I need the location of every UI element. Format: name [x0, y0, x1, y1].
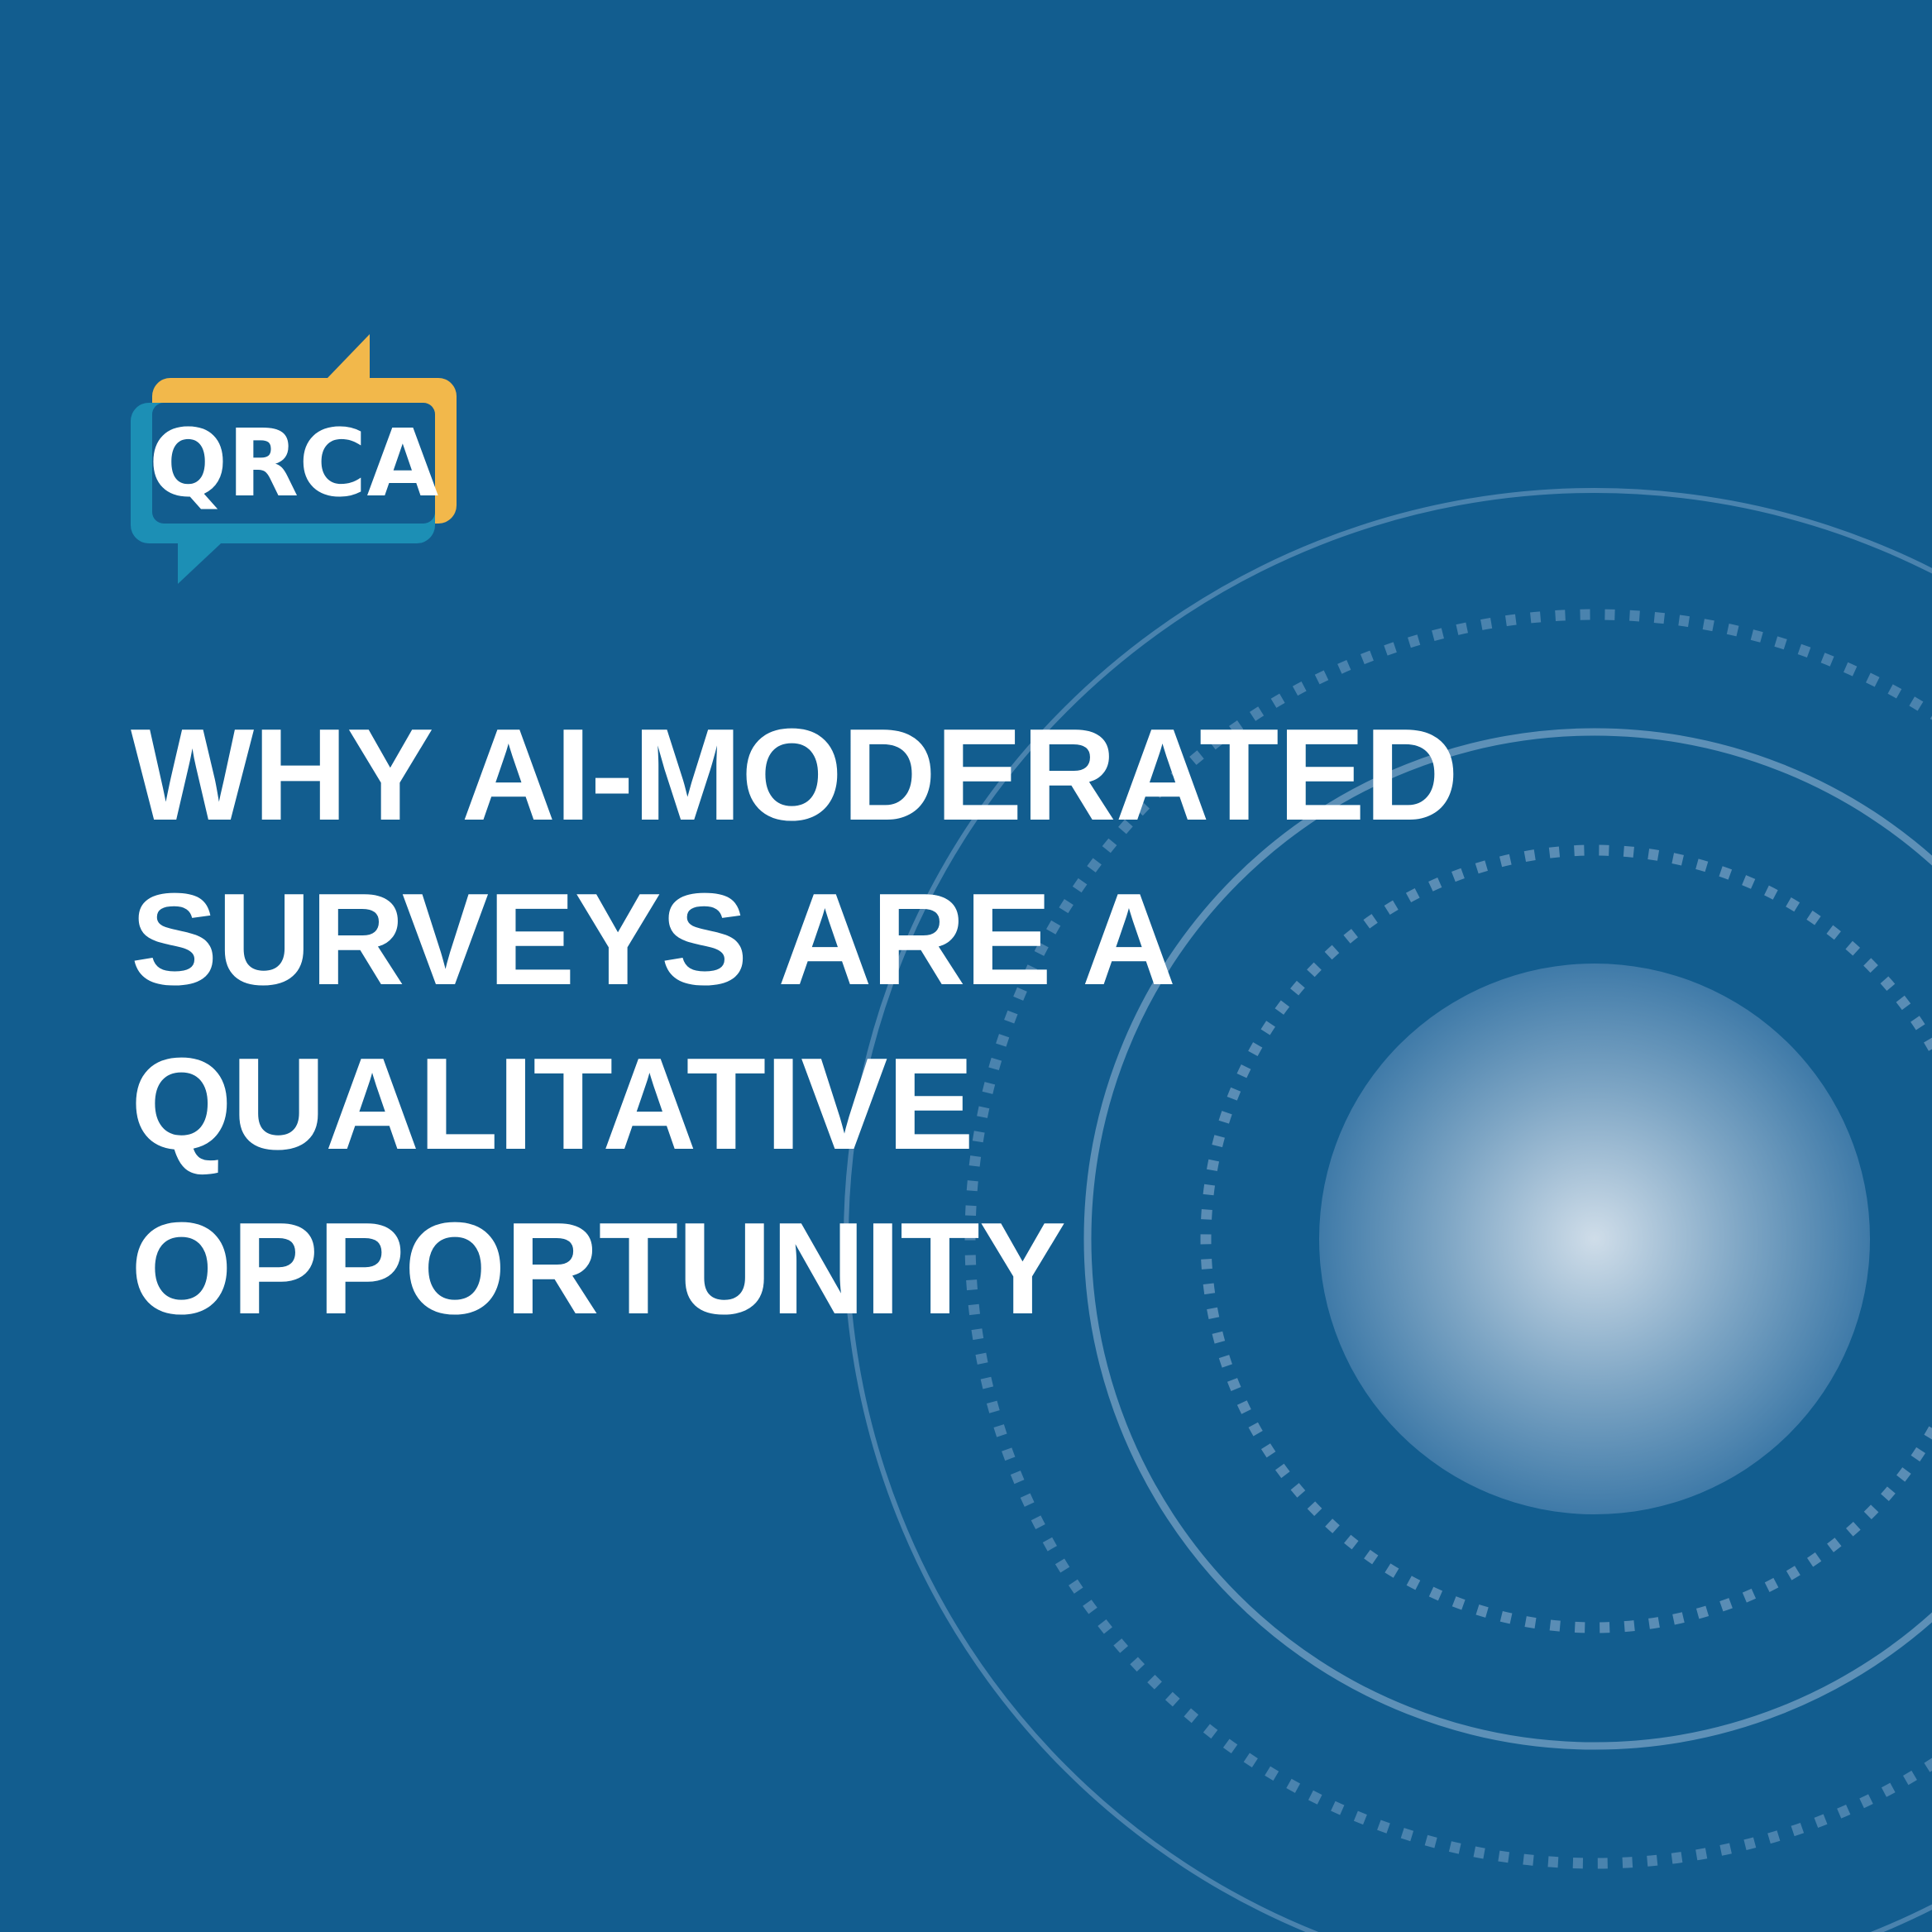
qrca-logo: QRCA: [131, 334, 457, 584]
headline-line-3: QUALITATIVE: [131, 1031, 974, 1177]
logo-yellow-bubble: [328, 334, 370, 378]
headline-line-2: SURVEYS ARE A: [131, 867, 1176, 1012]
headline-line-4: OPPORTUNITY: [131, 1196, 1066, 1341]
inner-dotted-ring: [1200, 844, 1932, 1633]
logo-wordmark: QRCA: [149, 410, 439, 518]
page-title: WHY AI-MODERATED SURVEYS ARE A QUALITATI…: [131, 693, 1459, 1351]
logo-teal-bubble: [178, 533, 232, 584]
glowing-orb: [1319, 964, 1870, 1514]
outer-ring: [844, 488, 1932, 1932]
outer-dotted-ring: [964, 609, 1932, 1869]
middle-ring: [1083, 728, 1932, 1750]
headline-line-1: WHY AI-MODERATED: [131, 702, 1459, 848]
